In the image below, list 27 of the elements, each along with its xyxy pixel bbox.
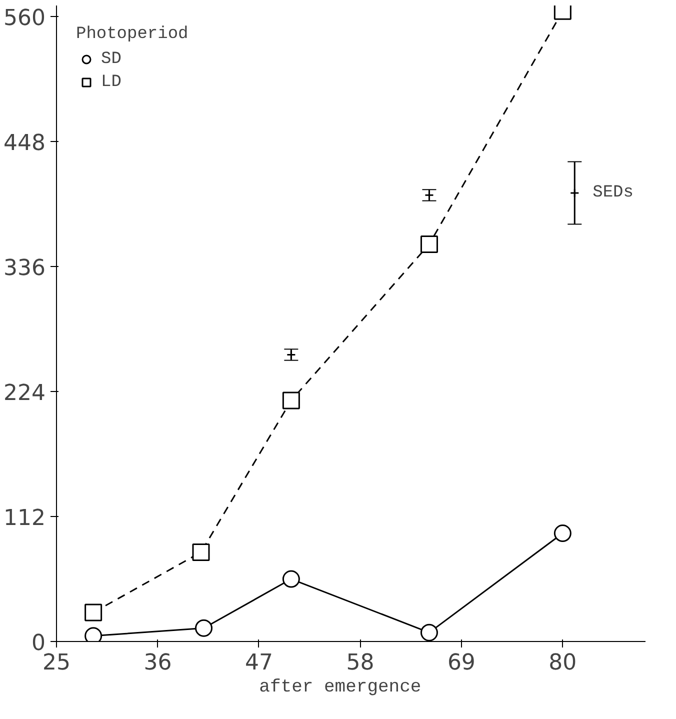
x-tick-label: 69: [447, 650, 476, 676]
point: [282, 392, 300, 410]
legend-title: Photoperiod: [76, 25, 188, 44]
point: [420, 624, 438, 642]
x-tick-label: 47: [244, 650, 273, 676]
point: [286, 350, 296, 360]
x-tick-label: 58: [346, 650, 374, 676]
point: [192, 543, 210, 561]
x-tick-label: 25: [42, 650, 71, 676]
annotation: SEDs: [592, 183, 634, 202]
x-tick-label: 36: [144, 650, 172, 676]
point: [195, 619, 212, 637]
y-tick-label: 224: [4, 381, 46, 406]
point: [84, 604, 102, 622]
x-axis-title: after emergence: [259, 678, 422, 698]
x-tick-label: 80: [548, 650, 577, 676]
legend-label: SD: [101, 50, 122, 68]
legend-label: LD: [101, 72, 122, 92]
point: [424, 190, 434, 200]
y-tick-label: 112: [4, 506, 46, 532]
y-tick-label: 560: [4, 6, 46, 32]
point: [570, 188, 580, 198]
y-tick-label: 336: [4, 256, 46, 282]
y-tick-label: 448: [4, 131, 46, 156]
point: [420, 236, 438, 254]
point: [554, 524, 572, 542]
point: [282, 570, 300, 588]
